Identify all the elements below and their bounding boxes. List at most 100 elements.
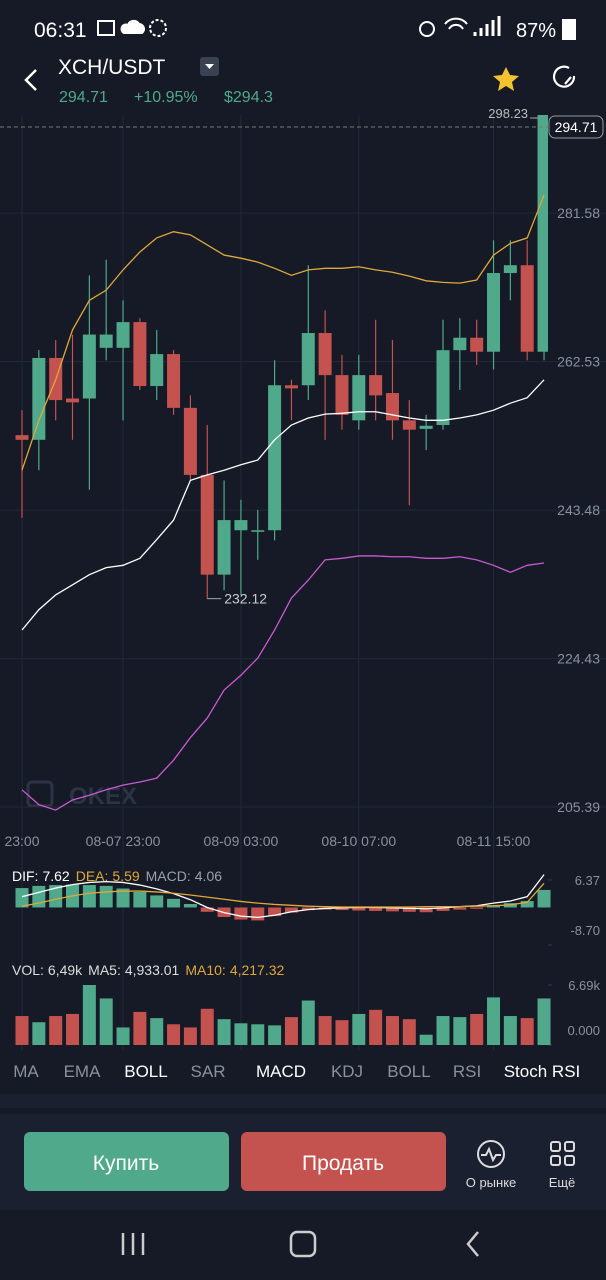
x-tick-label: 08-09 03:00 xyxy=(204,833,279,849)
candles xyxy=(15,115,548,811)
indicator-tab[interactable]: EMA xyxy=(64,1062,102,1081)
nav-bar xyxy=(121,1230,479,1258)
candle-body xyxy=(436,350,450,426)
volume-bar xyxy=(167,1024,181,1045)
candle-body xyxy=(15,435,29,440)
volume-bar xyxy=(150,1018,164,1045)
indicator-tab[interactable]: SAR xyxy=(191,1062,226,1081)
favorite-button[interactable] xyxy=(493,67,519,91)
macd-bar xyxy=(436,907,450,911)
volume-bar xyxy=(487,997,501,1045)
volume-bar xyxy=(385,1016,399,1045)
max-label: 298.23 xyxy=(488,106,528,121)
indicator-tab[interactable]: MA xyxy=(13,1062,39,1081)
last-price-box xyxy=(548,115,604,139)
candle-body xyxy=(32,357,46,440)
legend-label: VOL: xyxy=(12,962,44,978)
indicator-tab[interactable]: RSI xyxy=(453,1062,481,1081)
macd-bar xyxy=(82,885,96,908)
volume-bar xyxy=(318,1016,332,1045)
macd-bar xyxy=(520,901,534,908)
candle-body xyxy=(335,375,349,415)
volume-bar xyxy=(15,1016,29,1045)
buy-button[interactable] xyxy=(24,1132,229,1191)
more-label[interactable]: Ещё xyxy=(549,1175,576,1190)
usd-price: $294.3 xyxy=(224,89,273,106)
candle-body xyxy=(369,375,383,396)
market-icon[interactable] xyxy=(477,1140,505,1168)
macd-bar xyxy=(133,891,147,908)
macd-bar xyxy=(200,907,214,912)
y-tick-label: 0.000 xyxy=(567,1023,600,1038)
volume-bar xyxy=(183,1027,197,1045)
min-label: 232.12 xyxy=(224,591,267,607)
divider xyxy=(0,1094,606,1108)
back-button[interactable] xyxy=(24,69,37,91)
indicator-tab[interactable]: BOLL xyxy=(124,1062,167,1081)
legend-value: 4,217.32 xyxy=(230,962,285,978)
volume-bar xyxy=(234,1023,248,1045)
legend-label: MA10: xyxy=(185,962,225,978)
candle-body xyxy=(503,265,517,274)
last-price-label: 294.71 xyxy=(555,119,598,135)
candle-body xyxy=(402,420,416,430)
refresh-button[interactable] xyxy=(552,65,576,88)
indicator-tab[interactable]: BOLL xyxy=(387,1062,430,1081)
macd-bar xyxy=(234,907,248,920)
volume-bar xyxy=(470,1013,484,1045)
macd-bar xyxy=(167,898,181,908)
volume-bar xyxy=(268,1025,282,1045)
candle-body xyxy=(150,354,164,387)
buy-label: Купить xyxy=(93,1152,159,1175)
pair-name[interactable]: XCH/USDT xyxy=(58,56,166,79)
macd-bar xyxy=(284,907,298,913)
candle-body xyxy=(284,385,298,389)
macd-bar xyxy=(49,885,63,908)
y-tick-label: 6.69k xyxy=(568,978,600,993)
indicator-tab[interactable]: Stoch RSI xyxy=(504,1062,581,1081)
volume-bar xyxy=(402,1019,416,1045)
macd-bar xyxy=(99,885,113,908)
x-tick-label: 08-11 15:00 xyxy=(457,833,531,849)
macd-bar xyxy=(537,889,551,908)
candle-body xyxy=(116,322,130,348)
sell-button[interactable] xyxy=(241,1132,446,1191)
macd-bar xyxy=(116,888,130,908)
y-tick-label: 262.53 xyxy=(557,354,600,370)
candle-body xyxy=(82,334,96,399)
indicator-tab[interactable]: KDJ xyxy=(331,1062,363,1081)
more-icon[interactable] xyxy=(550,1141,575,1166)
market-label[interactable]: О рынке xyxy=(466,1175,517,1190)
volume-bar xyxy=(369,1009,383,1045)
sell-label: Продать xyxy=(302,1152,384,1175)
volume-bar xyxy=(200,1008,214,1045)
price-change: +10.95% xyxy=(134,89,198,106)
candle-body xyxy=(66,398,80,403)
volume-bar xyxy=(32,1022,46,1045)
indicator-tab[interactable]: MACD xyxy=(256,1062,306,1081)
macd-bar xyxy=(453,907,467,910)
macd-bar xyxy=(470,907,484,909)
macd-bar xyxy=(15,888,29,908)
x-tick-label: 23:00 xyxy=(4,833,39,849)
candle-body xyxy=(234,520,248,531)
volume-bar xyxy=(301,1000,315,1045)
volume-bar xyxy=(217,1019,231,1045)
candle-body xyxy=(520,265,534,352)
candle-body xyxy=(268,385,282,531)
volume-bar xyxy=(503,1016,517,1045)
watermark: OKEX xyxy=(69,783,137,810)
volume-bar xyxy=(66,1013,80,1045)
macd-bar xyxy=(385,907,399,912)
volume-bar xyxy=(436,1016,450,1045)
macd-bar xyxy=(369,907,383,911)
volume-bar xyxy=(284,1017,298,1045)
macd-bar xyxy=(150,895,164,908)
macd-bar xyxy=(335,907,349,911)
candle-body xyxy=(183,407,197,475)
legend-value: 6,49k xyxy=(48,962,83,978)
macd-bar xyxy=(183,904,197,908)
x-tick-label: 08-10 07:00 xyxy=(321,833,396,849)
